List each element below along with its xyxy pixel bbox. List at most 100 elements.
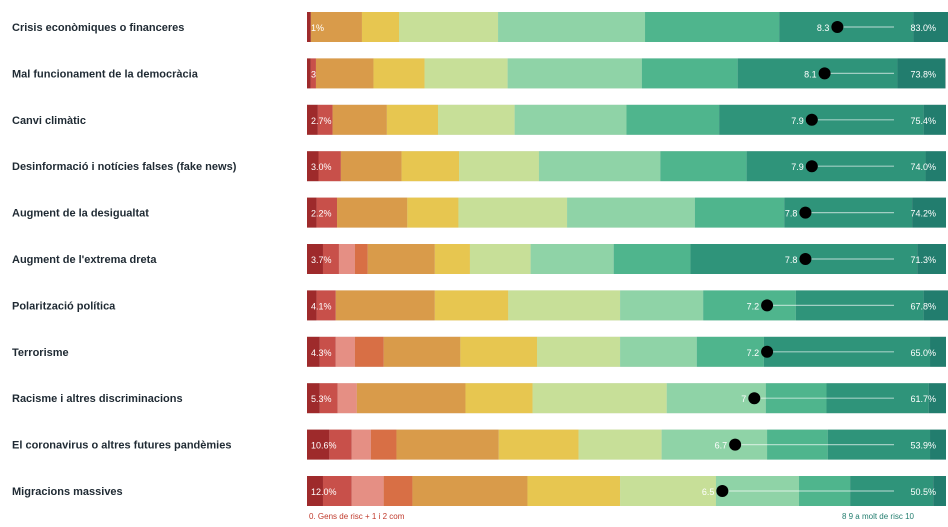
- bar-segment: [335, 336, 355, 367]
- category-label: Canvi climàtic: [12, 115, 86, 127]
- right-percent-label: 53.9%: [910, 441, 936, 451]
- bar-segment: [307, 476, 323, 506]
- bar-segment: [367, 244, 435, 274]
- mean-marker: [748, 392, 761, 405]
- bar-segment: [329, 429, 352, 460]
- bar-segment: [645, 12, 780, 42]
- left-percent-label: 1%: [311, 23, 324, 33]
- bar-row: Racisme i altres discriminacions 7 5.3% 61.…: [12, 383, 946, 414]
- left-percent-label: 2.2%: [311, 209, 332, 219]
- bar-segment: [917, 244, 946, 274]
- right-percent-label: 71.3%: [910, 255, 936, 265]
- bar-segment: [307, 197, 317, 228]
- bar-segment: [465, 383, 533, 414]
- bar-segment: [530, 244, 614, 274]
- mean-value-label: 8.1: [804, 69, 817, 79]
- left-percent-label: 10.6%: [311, 441, 337, 451]
- left-percent-label: 3: [311, 69, 316, 79]
- bar-segment: [310, 58, 316, 89]
- mean-value-label: 8.3: [817, 23, 830, 33]
- right-percent-label: 61.7%: [910, 394, 936, 404]
- bar-segment: [567, 197, 695, 228]
- bar-segment: [335, 290, 435, 321]
- bar-segment: [316, 290, 336, 321]
- mean-value-label: 7.2: [747, 348, 760, 358]
- mean-value-label: 7.8: [785, 255, 798, 265]
- bar-segment: [307, 104, 318, 135]
- bar-segment: [498, 12, 646, 42]
- bar-segment: [460, 336, 538, 367]
- bar-row: El coronavirus o altres futures pandèmie…: [12, 429, 946, 460]
- bar-segment: [373, 58, 425, 89]
- bar-row: Migracions massives 6.5 12.0% 50.5%: [12, 476, 946, 506]
- right-percent-label: 74.2%: [910, 209, 936, 219]
- bar-segment: [437, 104, 515, 135]
- category-label: Desinformació i notícies falses (fake ne…: [12, 161, 237, 173]
- category-label: Crisis econòmiques o financeres: [12, 22, 184, 34]
- mean-marker: [716, 485, 729, 497]
- bar-segment: [578, 429, 662, 460]
- bar-segment: [928, 383, 946, 414]
- mean-value-label: 6.7: [715, 441, 728, 451]
- left-percent-label: 4.1%: [311, 301, 332, 311]
- bar-segment: [532, 383, 667, 414]
- bar-segment: [620, 290, 704, 321]
- bar-segment: [930, 429, 946, 460]
- bar-segment: [538, 151, 661, 182]
- bar-segment: [527, 476, 621, 506]
- bar-segment: [913, 12, 948, 42]
- bar-segment: [508, 290, 621, 321]
- right-percent-label: 74.0%: [910, 162, 936, 172]
- bar-segment: [434, 244, 470, 274]
- legend-right-label: 8 9 a molt de risc 10: [842, 512, 915, 521]
- bar-segment: [925, 151, 946, 182]
- bar-segment: [923, 104, 946, 135]
- bar-segment: [933, 476, 946, 506]
- left-percent-label: 3.7%: [311, 255, 332, 265]
- mean-marker: [831, 21, 844, 33]
- bar-segment: [641, 58, 738, 89]
- bar-segment: [498, 429, 579, 460]
- bar-segment: [396, 429, 499, 460]
- left-percent-label: 5.3%: [311, 394, 332, 404]
- mean-value-label: 7.8: [785, 209, 798, 219]
- bar-segment: [307, 151, 319, 182]
- bar-row: Canvi climàtic 7.9 2.7% 75.4%: [12, 104, 946, 135]
- bar-row: Augment de la desigualtat 7.8 2.2% 74.2%: [12, 197, 946, 228]
- bar-segment: [318, 151, 341, 182]
- bar-segment: [319, 336, 336, 367]
- bar-segment: [307, 12, 311, 42]
- bar-segment: [412, 476, 528, 506]
- bar-row: Mal funcionament de la democràcia 8.1 3 73.…: [12, 58, 946, 89]
- mean-value-label: 7.9: [791, 162, 804, 172]
- bar-segment: [316, 197, 338, 228]
- bar-segment: [469, 244, 531, 274]
- bar-segment: [338, 244, 355, 274]
- mean-marker: [799, 253, 812, 265]
- bar-segment: [694, 197, 785, 228]
- bar-row: Terrorisme 7.2 4.3% 65.0%: [12, 336, 946, 367]
- bar-segment: [626, 104, 720, 135]
- left-percent-label: 2.7%: [311, 116, 332, 126]
- mean-value-label: 7: [741, 394, 746, 404]
- bar-segment: [660, 151, 747, 182]
- bar-segment: [620, 476, 716, 506]
- bar-segment: [354, 336, 384, 367]
- bar-segment: [322, 476, 352, 506]
- bar-segment: [315, 58, 374, 89]
- bar-segment: [307, 383, 320, 414]
- right-percent-label: 83.0%: [910, 23, 936, 33]
- bar-segment: [370, 429, 397, 460]
- category-label: Augment de l'extrema dreta: [12, 254, 157, 266]
- bar-segment: [310, 12, 362, 42]
- right-percent-label: 50.5%: [910, 487, 936, 497]
- bar-segment: [319, 383, 338, 414]
- bar-segment: [399, 12, 499, 42]
- bar-segment: [401, 151, 460, 182]
- bar-segment: [351, 476, 384, 506]
- bar-segment: [307, 290, 317, 321]
- mean-value-label: 7.9: [791, 116, 804, 126]
- bar-segment: [458, 197, 568, 228]
- bar-segment: [307, 58, 311, 89]
- bar-segment: [383, 476, 413, 506]
